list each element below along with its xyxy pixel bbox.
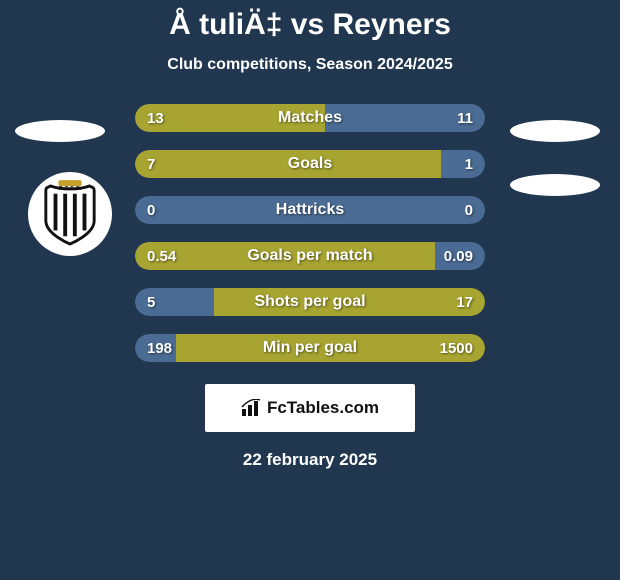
stat-left-value: 198 <box>147 340 172 357</box>
stat-left-value: 0.54 <box>147 248 176 265</box>
stat-right-value: 1500 <box>440 340 473 357</box>
stat-label: Goals <box>288 155 332 173</box>
stat-label: Hattricks <box>276 201 344 219</box>
stat-row: 0.54 Goals per match 0.09 <box>135 242 485 270</box>
brand-box[interactable]: FcTables.com <box>205 384 415 432</box>
stat-bars: 13 Matches 11 7 Goals 1 0 Hattricks 0 0.54 Goals p… <box>135 104 485 362</box>
stat-row: 0 Hattricks 0 <box>135 196 485 224</box>
stat-left-value: 0 <box>147 202 155 219</box>
club-logo-left: R.C.S.C. <box>28 172 112 256</box>
stat-row: 13 Matches 11 <box>135 104 485 132</box>
player-photo-right <box>510 120 600 142</box>
stat-row: 198 Min per goal 1500 <box>135 334 485 362</box>
comparison-panel: R.C.S.C. 13 Matches 11 7 Goals 1 0 Hattricks 0 0.… <box>0 104 620 470</box>
page-subtitle: Club competitions, Season 2024/2025 <box>0 56 620 74</box>
footer-date: 22 february 2025 <box>0 450 620 470</box>
brand-text: FcTables.com <box>267 398 379 418</box>
stat-right-value: 0.09 <box>444 248 473 265</box>
stat-right-value: 11 <box>457 110 473 127</box>
page-title: Å tuliÄ‡ vs Reyners <box>0 0 620 42</box>
shield-icon: R.C.S.C. <box>41 180 99 248</box>
stat-left-value: 13 <box>147 110 164 127</box>
stat-right-value: 17 <box>456 294 473 311</box>
stat-label: Min per goal <box>263 339 357 357</box>
stat-row: 7 Goals 1 <box>135 150 485 178</box>
stat-right-value: 0 <box>465 202 473 219</box>
bars-icon <box>241 399 263 417</box>
stat-left-value: 7 <box>147 156 155 173</box>
club-logo-right <box>510 174 600 196</box>
player-photo-left <box>15 120 105 142</box>
brand-label: FcTables.com <box>241 398 379 418</box>
stat-left-value: 5 <box>147 294 155 311</box>
svg-text:R.C.S.C.: R.C.S.C. <box>59 186 82 192</box>
stat-label: Matches <box>278 109 342 127</box>
stat-right-value: 1 <box>465 156 473 173</box>
stat-label: Shots per goal <box>254 293 365 311</box>
stat-row: 5 Shots per goal 17 <box>135 288 485 316</box>
stat-label: Goals per match <box>247 247 372 265</box>
